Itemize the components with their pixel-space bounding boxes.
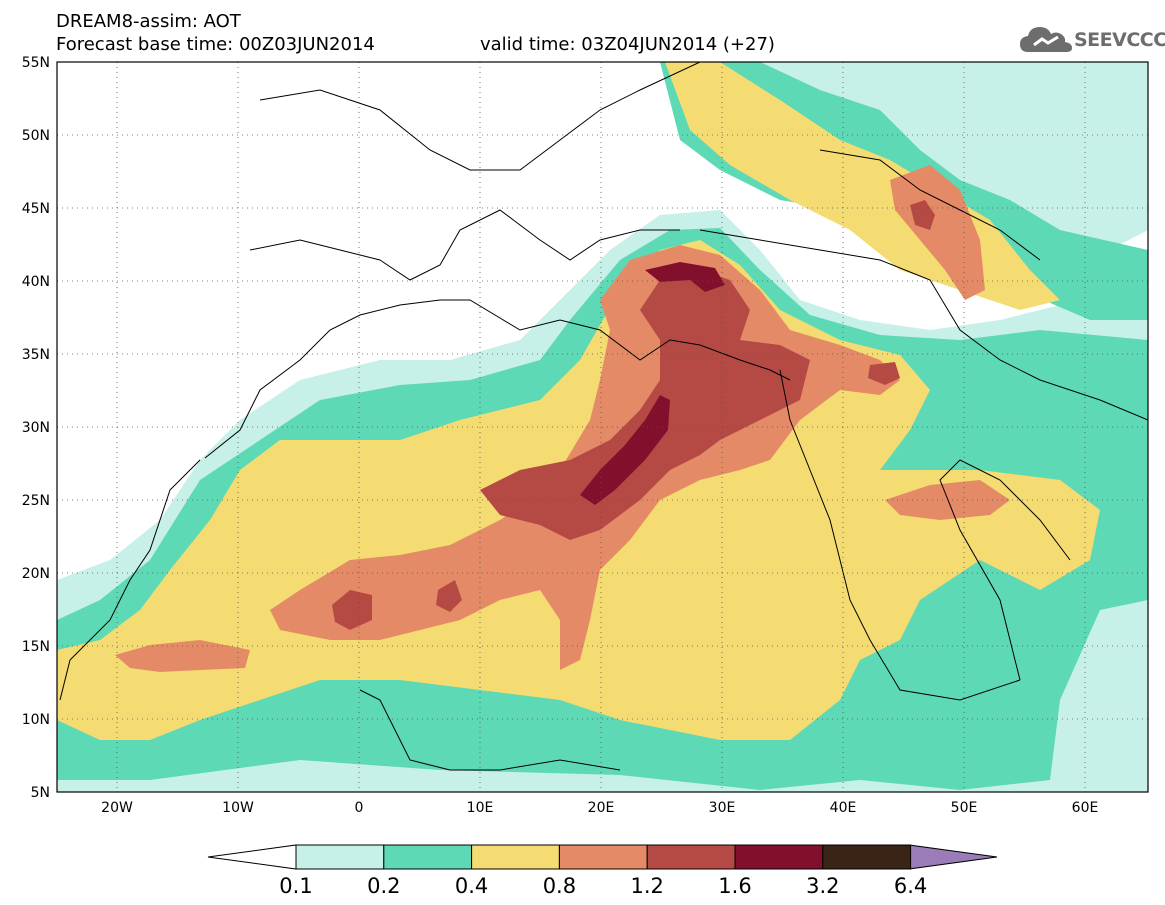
colorbar-box-6: [822, 844, 912, 870]
lon-tick-20w: 20W: [101, 800, 133, 816]
lon-tick-40e: 40E: [830, 800, 857, 816]
lon-tick-30e: 30E: [709, 800, 736, 816]
lat-tick-55n: 55N: [22, 55, 50, 71]
colorbar-label-2: 0.4: [455, 874, 488, 898]
colorbar-high-extend: [908, 844, 998, 870]
colorbar-box-0: [295, 844, 385, 870]
colorbar-label-6: 3.2: [806, 874, 839, 898]
lon-tick-10e: 10E: [467, 800, 494, 816]
map-frame: [56, 61, 1149, 793]
colorbar-box-4: [646, 844, 736, 870]
logo-text: SEEVCCC: [1074, 29, 1165, 51]
colorbar-label-4: 1.2: [630, 874, 663, 898]
lon-tick-10w: 10W: [222, 800, 254, 816]
aot-level-1-6-greece: [645, 262, 725, 292]
forecast-base-time: Forecast base time: 00Z03JUN2014: [56, 34, 375, 55]
colorbar-low-extend: [207, 844, 297, 870]
colorbar-label-3: 0.8: [543, 874, 576, 898]
lat-tick-35n: 35N: [22, 347, 50, 363]
aot-level-0-8-west: [115, 640, 250, 672]
lat-tick-25n: 25N: [22, 493, 50, 509]
aot-level-1-2-mauritania: [332, 590, 372, 630]
lat-tick-50n: 50N: [22, 128, 50, 144]
lat-tick-5n: 5N: [31, 785, 50, 801]
lat-tick-40n: 40N: [22, 274, 50, 290]
lon-tick-60e: 60E: [1072, 800, 1099, 816]
lon-tick-labels: 20W 10W 0 10E 20E 30E 40E 50E 60E: [101, 800, 1098, 816]
aot-level-1-2-caspian: [910, 200, 935, 230]
colorbar: 0.1 0.2 0.4 0.8 1.2 1.6 3.2 6.4: [207, 844, 998, 898]
aot-level-1-6: [580, 395, 670, 505]
lat-tick-30n: 30N: [22, 420, 50, 436]
lat-tick-45n: 45N: [22, 201, 50, 217]
graticule: [57, 62, 1148, 792]
lat-tick-10n: 10N: [22, 712, 50, 728]
aot-fields: [57, 62, 1148, 792]
colorbar-box-5: [734, 844, 824, 870]
cloud-icon: [1020, 27, 1072, 52]
colorbar-label-1: 0.2: [367, 874, 400, 898]
valid-time: valid time: 03Z04JUN2014 (+27): [480, 34, 775, 55]
colorbar-box-3: [558, 844, 648, 870]
lat-tick-labels: 55N 50N 45N 40N 35N 30N 25N 20N 15N 10N …: [22, 55, 50, 801]
lat-tick-15n: 15N: [22, 639, 50, 655]
coastlines: [59, 62, 1148, 771]
aot-level-1-2: [480, 270, 810, 540]
colorbar-label-0: 0.1: [279, 874, 312, 898]
aot-level-1-2-mali: [436, 580, 462, 612]
aot-level-1-2-iraq: [868, 362, 900, 385]
lon-tick-50e: 50E: [951, 800, 978, 816]
colorbar-box-1: [383, 844, 473, 870]
map-title: DREAM8-assim: AOT: [56, 11, 241, 32]
lon-tick-0: 0: [355, 800, 364, 816]
colorbar-label-7: 6.4: [894, 874, 927, 898]
colorbar-box-2: [471, 844, 560, 870]
lat-tick-20n: 20N: [22, 566, 50, 582]
colorbar-label-5: 1.6: [718, 874, 751, 898]
aot-level-0-8-caspian: [890, 165, 985, 300]
lon-tick-20e: 20E: [588, 800, 615, 816]
